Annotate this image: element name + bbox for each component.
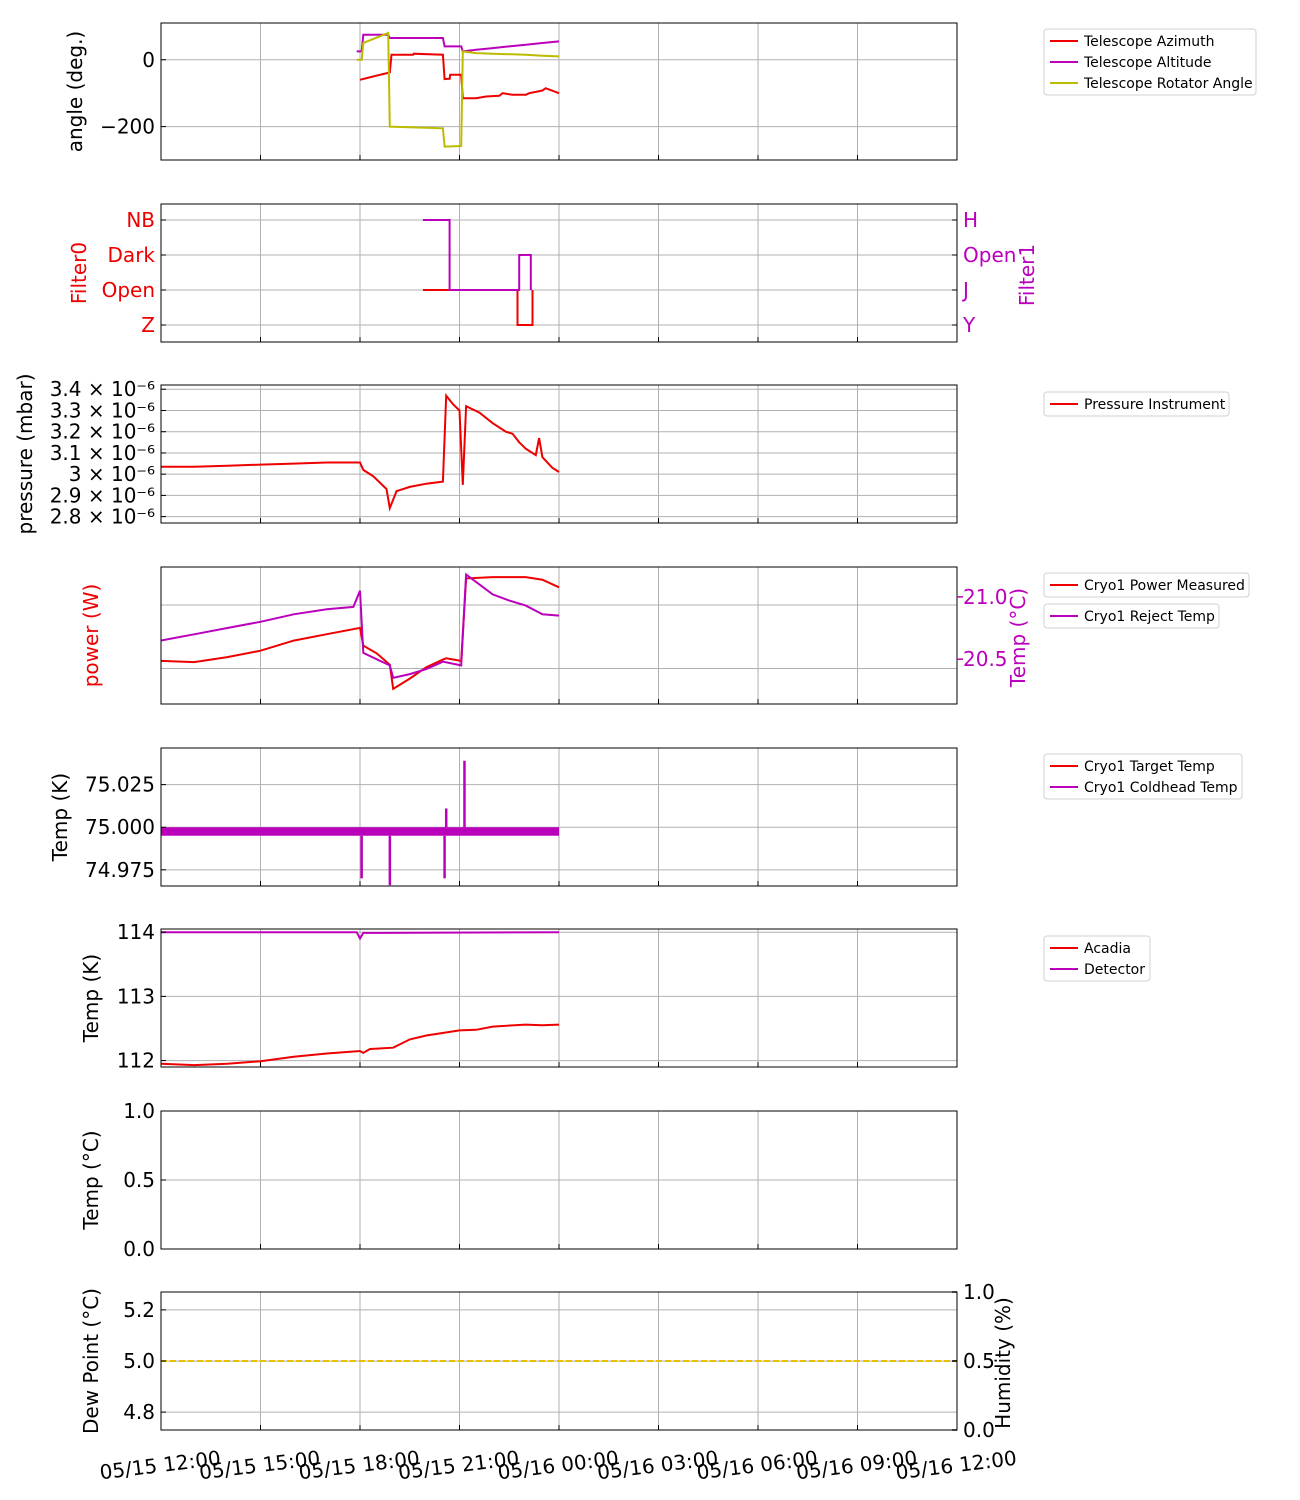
y-axis-label: Temp (K) bbox=[79, 954, 103, 1043]
y-right-tick-label: 0.5 bbox=[963, 1349, 995, 1373]
y-tick-label: 112 bbox=[117, 1049, 155, 1073]
series-band-coldhead bbox=[161, 827, 559, 836]
y-axis-label: Filter0 bbox=[67, 242, 91, 304]
y-right-tick-label: 21.0 bbox=[963, 585, 1008, 609]
y-tick-label: Dark bbox=[108, 243, 156, 267]
series-group bbox=[161, 572, 560, 691]
legend-box bbox=[1043, 391, 1230, 417]
panel-3: 3.4 × 10⁻⁶3.3 × 10⁻⁶3.2 × 10⁻⁶3.1 × 10⁻⁶… bbox=[13, 373, 1230, 535]
panel-1: 0 −200 angle (deg.) Telescope Azimuth Telesc… bbox=[63, 22, 1257, 161]
series-line-pressure-instrument bbox=[161, 392, 560, 512]
y-axis-label: Dew Point (°C) bbox=[79, 1288, 103, 1434]
y-tick-label: 4.8 bbox=[123, 1400, 155, 1424]
y-tick-label: 2.8 × 10⁻⁶ bbox=[50, 505, 155, 529]
y-tick-label: −200 bbox=[100, 115, 155, 139]
legend-box bbox=[1043, 753, 1243, 800]
y-axis-label: angle (deg.) bbox=[63, 31, 87, 153]
y-right-tick-label: Open bbox=[963, 243, 1016, 267]
y-tick-label: 3.3 × 10⁻⁶ bbox=[50, 398, 155, 422]
y-tick-label: 75.000 bbox=[85, 815, 155, 839]
panel-2: NB Dark Open Z H Open JY Filter0 Filter1 bbox=[67, 203, 1039, 343]
series-line-telescope-azimuth bbox=[359, 52, 560, 100]
y-tick-label: 3.4 × 10⁻⁶ bbox=[50, 377, 155, 401]
y-axis-label: pressure (mbar) bbox=[13, 373, 37, 534]
legend-label: Telescope Altitude bbox=[1083, 55, 1212, 71]
series-line-filter0 bbox=[423, 289, 534, 326]
y-tick-label: 0.5 bbox=[123, 1168, 155, 1192]
y-tick-label: Open bbox=[102, 278, 155, 302]
series-line-telescope-altitude bbox=[356, 33, 560, 53]
series-group bbox=[356, 31, 560, 148]
legend-box bbox=[1043, 603, 1220, 629]
y-axis-label: Temp (K) bbox=[48, 773, 72, 862]
series-group bbox=[423, 219, 534, 326]
legend-label: Cryo1 Target Temp bbox=[1084, 759, 1215, 775]
y-axis-label: power (W) bbox=[79, 584, 103, 688]
y-right-axis-label: Filter1 bbox=[1015, 244, 1039, 306]
y-tick-label: Z bbox=[141, 313, 155, 337]
y-axis-label: Temp (°C) bbox=[79, 1130, 103, 1230]
y-tick-label: 5.0 bbox=[123, 1349, 155, 1373]
legend-label: Cryo1 Reject Temp bbox=[1084, 609, 1215, 625]
series-line-acadia bbox=[161, 1023, 560, 1067]
y-right-tick-label: 0.0 bbox=[963, 1418, 995, 1442]
y-tick-label: 5.2 bbox=[123, 1298, 155, 1322]
y-right-tick-label: 1.0 bbox=[963, 1280, 995, 1304]
legend-label: Detector bbox=[1084, 962, 1145, 978]
panel-8: 5.2 5.0 4.8 1.0 0.5 0.0 Dew Point (°C) Humidity… bbox=[79, 1280, 1015, 1442]
y-tick-label: 2.9 × 10⁻⁶ bbox=[50, 483, 155, 507]
legend-box bbox=[1043, 28, 1257, 96]
y-right-tick-label: H bbox=[963, 208, 978, 232]
series-group bbox=[161, 392, 560, 512]
y-tick-label: 3 × 10⁻⁶ bbox=[69, 462, 155, 486]
legend-label: Acadia bbox=[1084, 941, 1131, 957]
y-tick-label: 113 bbox=[117, 984, 155, 1008]
legend-label: Pressure Instrument bbox=[1084, 397, 1226, 413]
legend-label: Telescope Azimuth bbox=[1083, 34, 1214, 50]
series-line-cryo1-power-measured bbox=[161, 576, 560, 691]
y-right-axis-label: Temp (°C) bbox=[1006, 588, 1030, 688]
series-line-cryo1-reject-temp bbox=[161, 572, 560, 679]
y-tick-label: NB bbox=[126, 208, 155, 232]
y-right-tick-label: Y bbox=[962, 313, 976, 337]
y-tick-label: 114 bbox=[117, 920, 155, 944]
y-tick-label: 0.0 bbox=[123, 1237, 155, 1261]
legend-box bbox=[1043, 572, 1250, 598]
panel-7: 1.0 0.5 0.0 Temp (°C) bbox=[79, 1099, 958, 1261]
y-tick-label: 0 bbox=[142, 48, 155, 72]
legend-label: Cryo1 Power Measured bbox=[1084, 578, 1245, 594]
series-line-filter1 bbox=[423, 219, 532, 291]
panel-5: 75.025 75.000 74.975 Temp (K) Cryo1 Target T… bbox=[48, 747, 1243, 887]
series-group bbox=[161, 931, 560, 1067]
series-group bbox=[161, 760, 559, 886]
y-right-axis-label: Humidity (%) bbox=[991, 1297, 1015, 1429]
panel-4: 21.0 20.5 power (W) Temp (°C) Cryo1 Power Me… bbox=[79, 566, 1250, 705]
legend-label: Cryo1 Coldhead Temp bbox=[1084, 780, 1238, 796]
y-tick-label: 3.2 × 10⁻⁶ bbox=[50, 420, 155, 444]
y-tick-label: 74.975 bbox=[85, 858, 155, 882]
series-line-detector bbox=[161, 931, 560, 941]
y-right-tick-label: J bbox=[961, 278, 969, 302]
series-line-telescope-rotator-angle bbox=[356, 31, 560, 148]
panel-6: 114 113 112 Temp (K) Acadia Detector bbox=[79, 920, 1151, 1073]
y-tick-label: 75.025 bbox=[85, 773, 155, 797]
y-tick-label: 1.0 bbox=[123, 1099, 155, 1123]
y-right-tick-label: 20.5 bbox=[963, 647, 1008, 671]
legend-label: Telescope Rotator Angle bbox=[1083, 76, 1253, 92]
y-tick-label: 3.1 × 10⁻⁶ bbox=[50, 441, 155, 465]
